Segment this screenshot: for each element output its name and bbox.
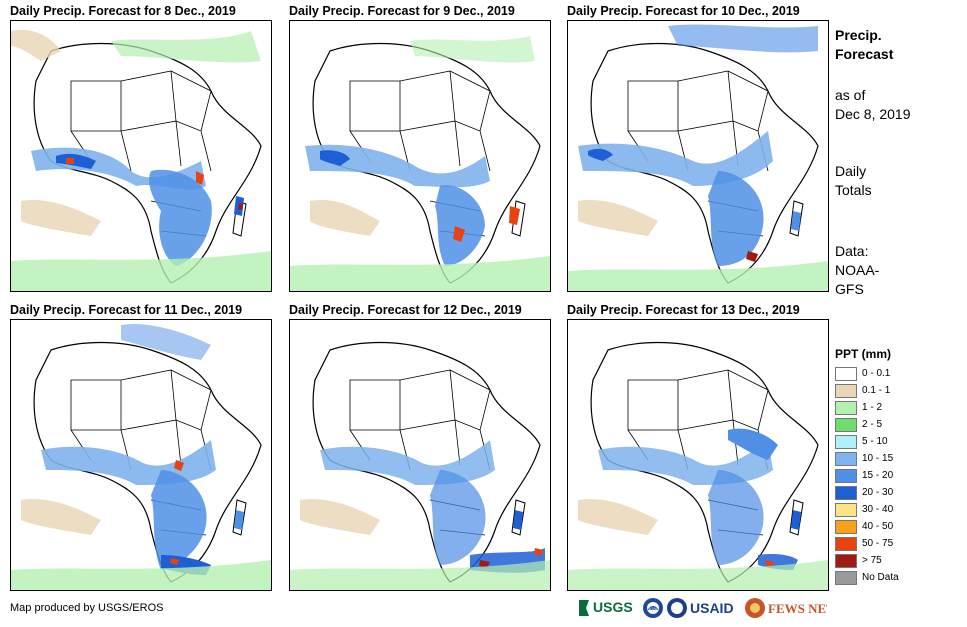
legend-swatch bbox=[835, 571, 857, 585]
legend-swatch bbox=[835, 452, 857, 466]
forecast-map-dec-13 bbox=[567, 319, 829, 591]
legend-item: 15 - 20 bbox=[835, 468, 907, 485]
svg-text:FEWS NET: FEWS NET bbox=[768, 601, 827, 616]
panel-title: Daily Precip. Forecast for 8 Dec., 2019 bbox=[10, 4, 236, 18]
panel-title: Daily Precip. Forecast for 10 Dec., 2019 bbox=[567, 4, 800, 18]
legend-item: 1 - 2 bbox=[835, 400, 907, 417]
panel-title: Daily Precip. Forecast for 9 Dec., 2019 bbox=[289, 4, 515, 18]
legend-swatch bbox=[835, 435, 857, 449]
panel-title: Daily Precip. Forecast for 12 Dec., 2019 bbox=[289, 303, 522, 317]
legend-label: 5 - 10 bbox=[862, 436, 888, 447]
legend-swatch bbox=[835, 418, 857, 432]
usgs-logo: USGS bbox=[579, 599, 633, 616]
usaid-logo: USAID bbox=[667, 598, 734, 618]
sidebar-title: Precip. Forecast bbox=[835, 27, 894, 62]
legend-item: 30 - 40 bbox=[835, 502, 907, 519]
svg-text:USGS: USGS bbox=[593, 599, 633, 615]
daily-totals-label: Daily Totals bbox=[835, 163, 872, 198]
noaa-logo: NOAA bbox=[643, 598, 663, 618]
svg-text:NOAA: NOAA bbox=[647, 606, 659, 611]
data-source: Data: NOAA- GFS bbox=[835, 243, 880, 297]
fews-net-logo: FEWS NET bbox=[745, 598, 835, 618]
legend-item: 50 - 75 bbox=[835, 536, 907, 553]
legend-label: 30 - 40 bbox=[862, 504, 894, 515]
legend-swatch bbox=[835, 367, 857, 381]
legend-label: 50 - 75 bbox=[862, 538, 894, 549]
legend-item: 40 - 50 bbox=[835, 519, 907, 536]
legend-label: 0 - 0.1 bbox=[862, 368, 891, 379]
legend-swatch bbox=[835, 537, 857, 551]
legend-label: No Data bbox=[862, 572, 899, 583]
forecast-map-dec-10 bbox=[567, 20, 829, 292]
legend-label: 20 - 30 bbox=[862, 487, 894, 498]
legend-swatch bbox=[835, 503, 857, 517]
legend-swatch bbox=[835, 520, 857, 534]
legend-item: 10 - 15 bbox=[835, 451, 907, 468]
legend-swatch bbox=[835, 469, 857, 483]
forecast-map-dec-12 bbox=[289, 319, 551, 591]
legend-swatch bbox=[835, 486, 857, 500]
partner-logos: USGS NOAA USAID FEWS NET bbox=[577, 594, 835, 622]
legend-label: 40 - 50 bbox=[862, 521, 894, 532]
svg-text:USAID: USAID bbox=[690, 600, 734, 616]
panel-title: Daily Precip. Forecast for 13 Dec., 2019 bbox=[567, 303, 800, 317]
as-of-date: as of Dec 8, 2019 bbox=[835, 87, 911, 122]
legend-swatch bbox=[835, 554, 857, 568]
legend-label: 15 - 20 bbox=[862, 470, 894, 481]
legend-label: 0.1 - 1 bbox=[862, 385, 891, 396]
forecast-map-dec-8 bbox=[10, 20, 272, 292]
legend-label: 2 - 5 bbox=[862, 419, 883, 430]
legend-swatch bbox=[835, 401, 857, 415]
legend-swatch bbox=[835, 384, 857, 398]
precip-legend: 0 - 0.1 0.1 - 1 1 - 2 2 - 5 5 - 10 10 - 15 15 … bbox=[835, 366, 907, 587]
forecast-map-dec-9 bbox=[289, 20, 551, 292]
legend-item: 20 - 30 bbox=[835, 485, 907, 502]
legend-item: 0.1 - 1 bbox=[835, 383, 907, 400]
map-credit: Map produced by USGS/EROS bbox=[10, 602, 164, 614]
legend-label: 1 - 2 bbox=[862, 402, 883, 413]
legend-item: 5 - 10 bbox=[835, 434, 907, 451]
legend-label: 10 - 15 bbox=[862, 453, 894, 464]
panel-title: Daily Precip. Forecast for 11 Dec., 2019 bbox=[10, 303, 243, 317]
legend-item: > 75 bbox=[835, 553, 907, 570]
legend-label: > 75 bbox=[862, 555, 882, 566]
forecast-map-dec-11 bbox=[10, 319, 272, 591]
legend-item: 2 - 5 bbox=[835, 417, 907, 434]
legend-title: PPT (mm) bbox=[835, 347, 892, 361]
legend-item: No Data bbox=[835, 570, 907, 587]
legend-item: 0 - 0.1 bbox=[835, 366, 907, 383]
